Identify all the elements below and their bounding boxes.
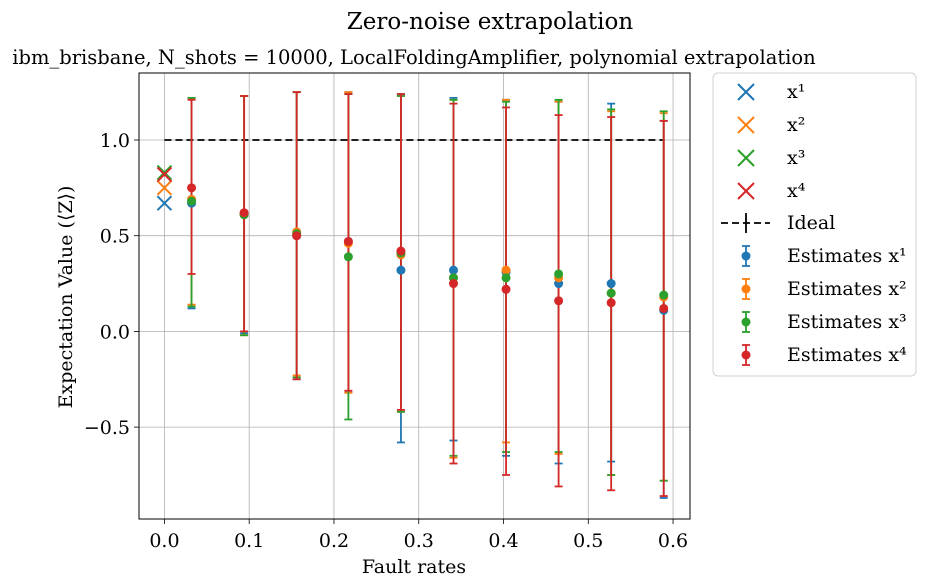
- estimate-point-4: [554, 296, 564, 306]
- legend: x¹ x² x³ x⁴ Ideal Estimates x¹ Estimates x² Est…: [712, 72, 917, 377]
- chart-title: Zero-noise extrapolation: [347, 9, 634, 35]
- legend-label-estimates-2: Estimates x²: [787, 278, 907, 300]
- legend-label-x3: x³: [787, 147, 805, 169]
- estimate-point-1: [606, 279, 616, 289]
- legend-marker-x4: [737, 182, 755, 200]
- y-tick-label: −0.5: [84, 417, 130, 439]
- x-tick-label: 0.2: [319, 530, 349, 552]
- marker-stroke: [156, 195, 173, 211]
- estimate-point-3: [343, 252, 353, 262]
- estimate-point-3: [187, 196, 197, 206]
- estimate-point-2: [501, 265, 511, 275]
- y-tick-label: 1.0: [100, 130, 130, 152]
- x-tick-label: 0.4: [488, 530, 518, 552]
- y-tick-label: 0.5: [100, 226, 130, 248]
- axes-ticks: 0.0 0.1 0.2 0.3 0.4 0.5 0.6 −0.5 0.0 0.5 1.0: [84, 130, 688, 552]
- plot-area: [156, 91, 669, 499]
- legend-marker-x1: [737, 83, 755, 101]
- legend-label-x1: x¹: [787, 81, 805, 103]
- estimate-point-4: [448, 279, 458, 289]
- legend-label-x2: x²: [787, 114, 805, 136]
- estimate-point-3: [606, 288, 616, 298]
- legend-marker-estimates-1: [741, 251, 751, 261]
- marker-stroke: [156, 180, 173, 196]
- extrapolated-marker-4: [156, 166, 173, 183]
- x-tick-label: 0.1: [234, 530, 264, 552]
- marker-stroke: [156, 164, 173, 181]
- extrapolated-marker-1: [156, 195, 173, 211]
- legend-marker-estimates-2: [741, 284, 751, 294]
- legend-marker-x2: [737, 116, 755, 134]
- extrapolated-marker-3: [156, 164, 173, 181]
- estimate-point-4: [292, 231, 302, 241]
- legend-marker-x3: [737, 149, 755, 167]
- legend-marker-estimates-3: [741, 317, 751, 327]
- estimate-point-3: [554, 269, 564, 279]
- y-tick-label: 0.0: [100, 321, 130, 343]
- legend-label-ideal: Ideal: [787, 212, 835, 234]
- x-axis-label: Fault rates: [362, 556, 466, 578]
- estimate-point-3: [501, 273, 511, 283]
- chart-subtitle: ibm_brisbane, N_shots = 10000, LocalFold…: [12, 46, 816, 69]
- legend-label-estimates-3: Estimates x³: [787, 311, 907, 333]
- estimate-point-3: [659, 290, 669, 300]
- y-axis-label: Expectation Value (⟨Z⟩): [55, 186, 77, 409]
- legend-marker-estimates-4: [741, 350, 751, 360]
- estimate-point-4: [187, 183, 197, 193]
- estimate-point-4: [343, 236, 353, 246]
- marker-stroke: [156, 166, 173, 183]
- estimate-point-4: [396, 246, 406, 256]
- estimate-point-4: [659, 303, 669, 313]
- legend-label-estimates-4: Estimates x⁴: [787, 344, 907, 366]
- extrapolated-marker-2: [156, 180, 173, 196]
- estimate-point-1: [396, 265, 406, 275]
- estimate-point-4: [239, 208, 249, 218]
- estimate-point-4: [606, 298, 616, 308]
- legend-label-x4: x⁴: [787, 180, 806, 202]
- legend-label-estimates-1: Estimates x¹: [787, 245, 907, 267]
- x-tick-label: 0.3: [404, 530, 434, 552]
- x-tick-label: 0.5: [573, 530, 603, 552]
- estimate-point-1: [448, 265, 458, 275]
- x-tick-label: 0.0: [149, 530, 179, 552]
- plot-frame: [138, 72, 691, 520]
- legend-box: [712, 72, 917, 377]
- x-tick-label: 0.6: [658, 530, 688, 552]
- estimate-point-4: [501, 284, 511, 294]
